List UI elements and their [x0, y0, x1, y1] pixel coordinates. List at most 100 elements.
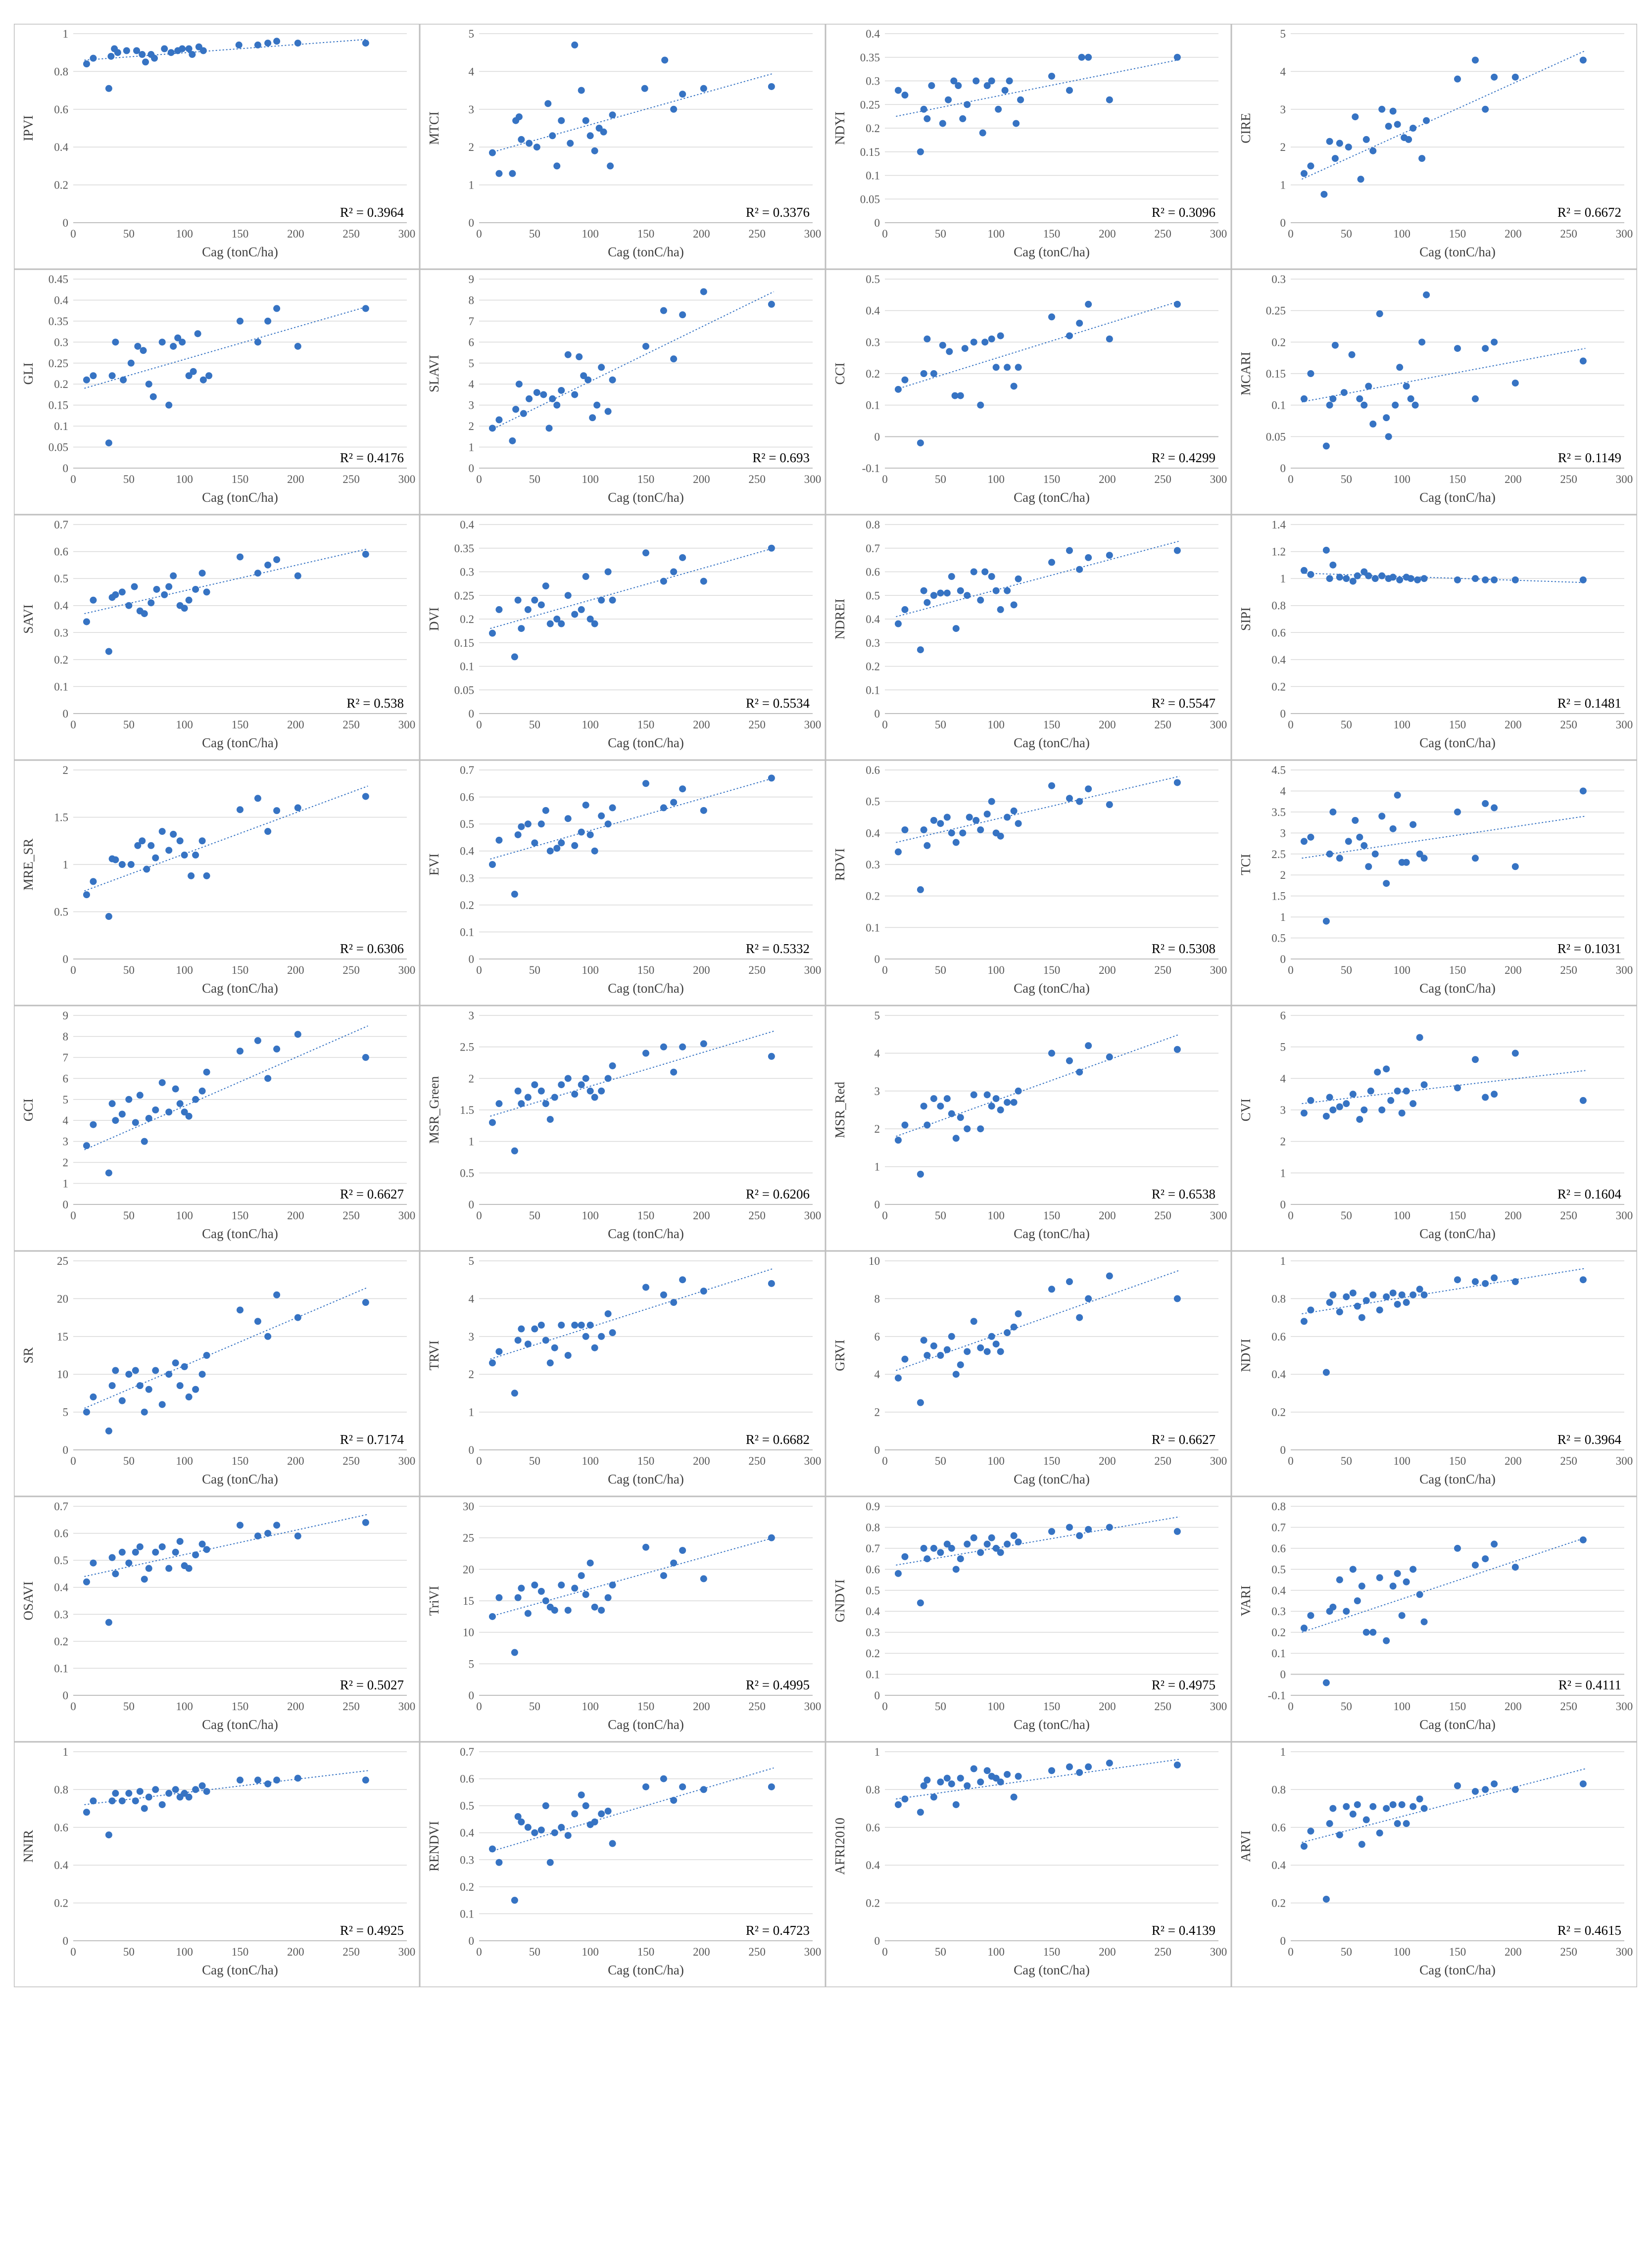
- x-tick-label: 50: [1341, 1209, 1352, 1222]
- data-point: [133, 47, 141, 54]
- data-point: [294, 1533, 301, 1540]
- data-point: [937, 1778, 944, 1786]
- data-point: [1579, 1536, 1587, 1543]
- data-point: [1369, 420, 1377, 428]
- chart-border: [1231, 515, 1637, 760]
- x-tick-label: 0: [70, 1700, 76, 1713]
- data-point: [1356, 395, 1363, 402]
- x-axis-label: Cag (tonC/ha): [1419, 735, 1496, 750]
- data-point: [118, 1397, 126, 1404]
- data-point: [1418, 155, 1426, 162]
- data-point: [972, 816, 980, 824]
- y-tick-label: 0.25: [1266, 305, 1286, 317]
- data-point: [1066, 547, 1073, 554]
- data-point: [1482, 105, 1489, 113]
- trendline: [84, 39, 368, 61]
- x-tick-label: 100: [1393, 1455, 1410, 1467]
- data-point: [558, 117, 565, 124]
- data-point: [1354, 572, 1361, 579]
- data-point: [1343, 1803, 1350, 1810]
- x-tick-label: 0: [882, 719, 888, 731]
- x-tick-label: 100: [582, 1700, 599, 1713]
- data-point: [943, 589, 951, 597]
- data-point: [1300, 567, 1308, 574]
- data-point: [495, 1100, 503, 1107]
- r-squared-label: R² = 0.4615: [1557, 1923, 1621, 1938]
- data-point: [362, 1299, 369, 1306]
- y-tick-label: 0.45: [49, 273, 68, 286]
- data-point: [1392, 401, 1399, 409]
- x-tick-label: 50: [123, 1455, 135, 1467]
- data-point: [641, 85, 648, 92]
- y-tick-label: 7: [63, 1052, 69, 1064]
- chart-border: [14, 1496, 420, 1742]
- data-point: [586, 1559, 594, 1567]
- x-tick-label: 50: [123, 228, 135, 240]
- data-point: [203, 872, 210, 879]
- data-point: [988, 798, 995, 805]
- x-tick-label: 0: [882, 1700, 888, 1713]
- data-point: [1076, 1532, 1083, 1539]
- data-point: [362, 1054, 369, 1061]
- data-point: [1015, 1538, 1022, 1546]
- y-tick-label: 1: [875, 1746, 880, 1758]
- x-tick-label: 100: [582, 1209, 599, 1222]
- data-point: [586, 616, 594, 623]
- data-point: [531, 1829, 538, 1836]
- r-squared-label: R² = 0.5332: [746, 941, 810, 956]
- y-tick-label: 0.1: [866, 170, 880, 182]
- data-point: [591, 1603, 598, 1611]
- data-point: [514, 1337, 522, 1344]
- data-point: [1322, 1895, 1330, 1903]
- data-point: [660, 804, 667, 812]
- data-point: [1322, 1369, 1330, 1376]
- data-point: [1482, 800, 1489, 807]
- x-axis-label: Cag (tonC/ha): [608, 735, 684, 750]
- data-point: [1511, 576, 1519, 583]
- data-point: [254, 1318, 261, 1325]
- data-point: [937, 1549, 944, 1556]
- y-axis-label: TCI: [1238, 854, 1253, 875]
- y-tick-label: -0.1: [1268, 1689, 1286, 1702]
- x-tick-label: 250: [342, 473, 360, 485]
- scatter-chart-ndvi: 0 0.2 0.4 0.6 0.8 1 0 50 100 150 200 250 300 Cag (ton…: [1231, 1251, 1637, 1496]
- y-axis-label: CCI: [832, 362, 847, 384]
- chart-border: [826, 1251, 1231, 1496]
- data-point: [582, 573, 589, 580]
- y-tick-label: 0.15: [454, 637, 474, 649]
- data-point: [564, 1607, 572, 1614]
- data-point: [488, 629, 496, 637]
- x-tick-label: 300: [1616, 719, 1633, 731]
- y-tick-label: 0.4: [54, 1859, 68, 1871]
- y-tick-label: 1: [1280, 1255, 1286, 1267]
- data-point: [558, 1321, 565, 1329]
- data-point: [362, 1519, 369, 1526]
- x-tick-label: 200: [1099, 1209, 1116, 1222]
- data-point: [546, 1359, 554, 1367]
- x-tick-label: 300: [1210, 719, 1227, 731]
- data-point: [700, 85, 707, 92]
- x-tick-label: 50: [935, 1455, 946, 1467]
- x-tick-label: 0: [1288, 719, 1294, 731]
- x-tick-label: 50: [935, 473, 946, 485]
- data-point: [948, 1333, 955, 1340]
- data-point: [1394, 1820, 1401, 1827]
- data-point: [190, 368, 197, 375]
- data-point: [1006, 77, 1013, 85]
- y-tick-label: 1: [63, 859, 69, 871]
- data-point: [1326, 850, 1333, 858]
- y-tick-label: 25: [57, 1255, 68, 1267]
- y-tick-label: 0.2: [460, 613, 474, 625]
- trendline: [896, 1516, 1180, 1566]
- data-point: [362, 1776, 369, 1784]
- x-tick-label: 150: [1449, 473, 1466, 485]
- data-point: [1066, 332, 1073, 339]
- data-point: [511, 653, 518, 661]
- x-tick-label: 250: [1560, 1700, 1577, 1713]
- y-tick-label: 0.6: [866, 1822, 880, 1834]
- data-point: [1336, 1103, 1343, 1110]
- data-point: [604, 1594, 612, 1601]
- y-tick-label: 0.2: [460, 899, 474, 911]
- data-point: [273, 1045, 281, 1053]
- data-point: [1300, 838, 1308, 845]
